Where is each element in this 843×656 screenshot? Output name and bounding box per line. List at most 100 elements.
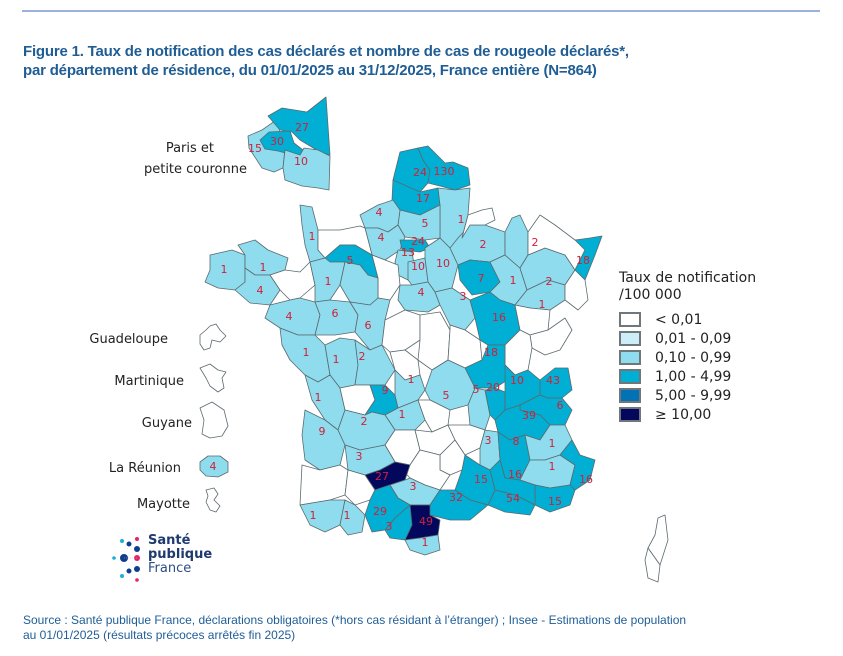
svg-text:10: 10 bbox=[294, 155, 308, 168]
svg-text:3: 3 bbox=[356, 450, 363, 463]
legend-item: 1,00 - 4,99 bbox=[619, 367, 756, 386]
svg-text:4: 4 bbox=[210, 460, 217, 473]
dep-val-de-marne bbox=[282, 147, 331, 191]
figure-title-line2: par département de résidence, du 01/01/2… bbox=[23, 62, 597, 79]
legend-swatch bbox=[619, 388, 641, 403]
svg-text:9: 9 bbox=[382, 384, 389, 397]
paris-inset-label-1: Paris et bbox=[166, 141, 214, 156]
svg-text:10: 10 bbox=[411, 260, 425, 273]
dom-martinique bbox=[199, 363, 227, 393]
legend-title-line2: /100 000 bbox=[619, 287, 682, 303]
svg-text:6: 6 bbox=[557, 399, 564, 412]
dom-label-guadeloupe: Guadeloupe bbox=[89, 332, 168, 347]
dom-label-martinique: Martinique bbox=[114, 374, 184, 389]
sante-publique-france-logo: Santé publique France bbox=[112, 534, 222, 586]
legend-title-line1: Taux de notification bbox=[619, 270, 757, 286]
dep-doubs bbox=[529, 317, 573, 356]
figure-title-line1: Figure 1. Taux de notification des cas d… bbox=[23, 43, 629, 60]
svg-text:1: 1 bbox=[315, 391, 322, 404]
svg-text:1: 1 bbox=[408, 373, 415, 386]
svg-text:39: 39 bbox=[522, 409, 536, 422]
dep-nievre bbox=[447, 324, 483, 369]
metropole bbox=[204, 145, 669, 583]
svg-text:10: 10 bbox=[436, 257, 450, 270]
dep-maine-et-loire bbox=[314, 299, 359, 336]
dep-bas-rhin bbox=[574, 235, 603, 281]
paris-inset-label-2: petite couronne bbox=[144, 162, 247, 177]
dep-hautes-pyrenees bbox=[339, 499, 366, 536]
dep-corse-du-sud bbox=[644, 547, 661, 583]
legend-item: 5,00 - 9,99 bbox=[619, 386, 756, 405]
legend-swatch bbox=[619, 312, 641, 327]
svg-text:13: 13 bbox=[401, 246, 415, 259]
svg-text:5: 5 bbox=[422, 217, 429, 230]
legend-item: 0,10 - 0,99 bbox=[619, 348, 756, 367]
svg-text:4: 4 bbox=[376, 206, 383, 219]
dep-pyrenees-atlantiques bbox=[299, 499, 346, 533]
paris-inset: 27 30 15 10 bbox=[247, 96, 331, 191]
dep-loire-atlantique bbox=[264, 297, 321, 336]
svg-text:18: 18 bbox=[484, 346, 498, 359]
svg-text:4: 4 bbox=[286, 310, 293, 323]
svg-text:1: 1 bbox=[549, 460, 556, 473]
svg-text:10: 10 bbox=[510, 374, 524, 387]
svg-text:1: 1 bbox=[399, 408, 406, 421]
dep-pyrenees-orientales bbox=[404, 534, 441, 556]
dep-ardennes bbox=[461, 207, 496, 239]
legend-swatch bbox=[619, 407, 641, 422]
svg-text:8: 8 bbox=[513, 435, 520, 448]
svg-text:30: 30 bbox=[270, 135, 284, 148]
svg-text:4: 4 bbox=[257, 284, 264, 297]
svg-text:49: 49 bbox=[419, 515, 433, 528]
svg-text:2: 2 bbox=[480, 238, 487, 251]
dep-haut-rhin bbox=[564, 269, 589, 311]
svg-text:3: 3 bbox=[460, 290, 467, 303]
svg-text:20: 20 bbox=[486, 381, 500, 394]
svg-text:15: 15 bbox=[474, 473, 488, 486]
dom-mayotte bbox=[205, 487, 221, 513]
logo-line2: publique bbox=[148, 547, 213, 562]
dom-insets: Guadeloupe Martinique Guyane La Réunion … bbox=[89, 323, 229, 513]
svg-text:2: 2 bbox=[546, 275, 553, 288]
legend-item: ≥ 10,00 bbox=[619, 405, 756, 424]
svg-text:1: 1 bbox=[333, 353, 340, 366]
logo-line1: Santé bbox=[148, 533, 191, 548]
svg-text:15: 15 bbox=[548, 495, 562, 508]
svg-text:4: 4 bbox=[418, 286, 425, 299]
svg-text:24: 24 bbox=[411, 235, 425, 248]
legend-label: 0,01 - 0,09 bbox=[655, 330, 732, 347]
svg-text:24: 24 bbox=[413, 166, 427, 179]
svg-text:1: 1 bbox=[325, 275, 332, 288]
svg-text:3: 3 bbox=[410, 480, 417, 493]
dom-label-mayotte: Mayotte bbox=[137, 497, 190, 512]
svg-text:5: 5 bbox=[443, 389, 450, 402]
svg-text:6: 6 bbox=[365, 319, 372, 332]
svg-text:29: 29 bbox=[373, 505, 387, 518]
svg-text:17: 17 bbox=[416, 192, 430, 205]
svg-text:130: 130 bbox=[434, 165, 455, 178]
legend-swatch bbox=[619, 350, 641, 365]
svg-text:1: 1 bbox=[458, 213, 465, 226]
svg-text:27: 27 bbox=[295, 121, 309, 134]
svg-text:3: 3 bbox=[386, 520, 393, 533]
legend-label: < 0,01 bbox=[655, 311, 703, 328]
top-divider bbox=[22, 10, 820, 12]
dep-nord bbox=[417, 145, 471, 191]
svg-text:1: 1 bbox=[310, 509, 317, 522]
source-line2: au 01/01/2025 (résultats précoces arrêté… bbox=[23, 628, 296, 642]
svg-text:16: 16 bbox=[492, 311, 506, 324]
svg-text:1: 1 bbox=[422, 536, 429, 549]
dep-var bbox=[534, 484, 576, 513]
svg-text:4: 4 bbox=[378, 231, 385, 244]
dep-indre bbox=[389, 349, 421, 381]
dep-loir-et-cher bbox=[381, 309, 421, 353]
svg-text:1: 1 bbox=[303, 346, 310, 359]
svg-text:1: 1 bbox=[221, 263, 228, 276]
svg-text:27: 27 bbox=[375, 470, 389, 483]
dom-label-la-reunion: La Réunion bbox=[109, 461, 181, 476]
svg-text:9: 9 bbox=[319, 425, 326, 438]
svg-text:18: 18 bbox=[576, 254, 590, 267]
svg-text:5: 5 bbox=[347, 254, 354, 267]
dom-guadeloupe bbox=[199, 323, 227, 351]
svg-text:1: 1 bbox=[309, 230, 316, 243]
